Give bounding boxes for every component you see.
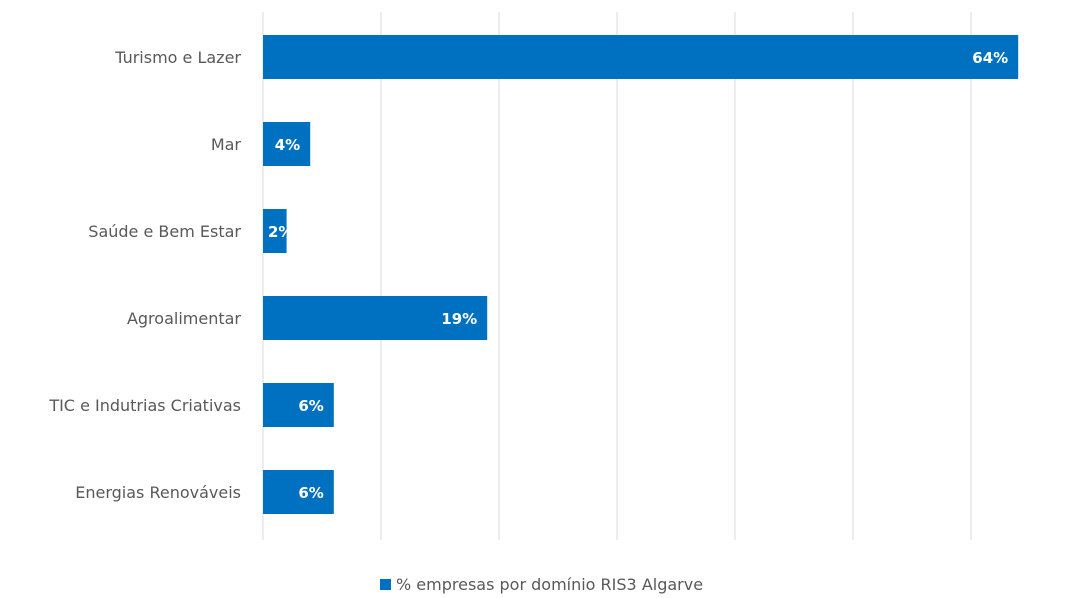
category-label-0: Turismo e Lazer [114,48,241,67]
bars [263,35,1019,514]
data-label-0: 64% [972,49,1008,67]
data-labels: 64% 4% 2% 19% 6% 6% [268,49,1008,502]
legend-swatch [380,579,391,590]
bar-2 [263,209,287,253]
data-label-3: 19% [441,310,477,328]
data-label-4: 6% [298,397,323,415]
legend-label: % empresas por domínio RIS3 Algarve [396,575,703,594]
category-labels: Turismo e Lazer Mar Saúde e Bem Estar Agroa… [48,48,241,502]
bar-3 [263,296,488,340]
bar-1 [263,122,311,166]
bar-5 [263,470,334,514]
data-label-2: 2% [268,223,293,241]
category-label-2: Saúde e Bem Estar [88,222,241,241]
bar-4 [263,383,334,427]
data-label-1: 4% [275,136,300,154]
gridlines [262,12,972,540]
category-label-3: Agroalimentar [127,309,241,328]
data-label-5: 6% [298,484,323,502]
bar-0 [263,35,1019,79]
category-label-4: TIC e Indutrias Criativas [48,396,241,415]
category-label-5: Energias Renováveis [75,483,241,502]
legend: % empresas por domínio RIS3 Algarve [380,575,703,594]
category-label-1: Mar [211,135,242,154]
